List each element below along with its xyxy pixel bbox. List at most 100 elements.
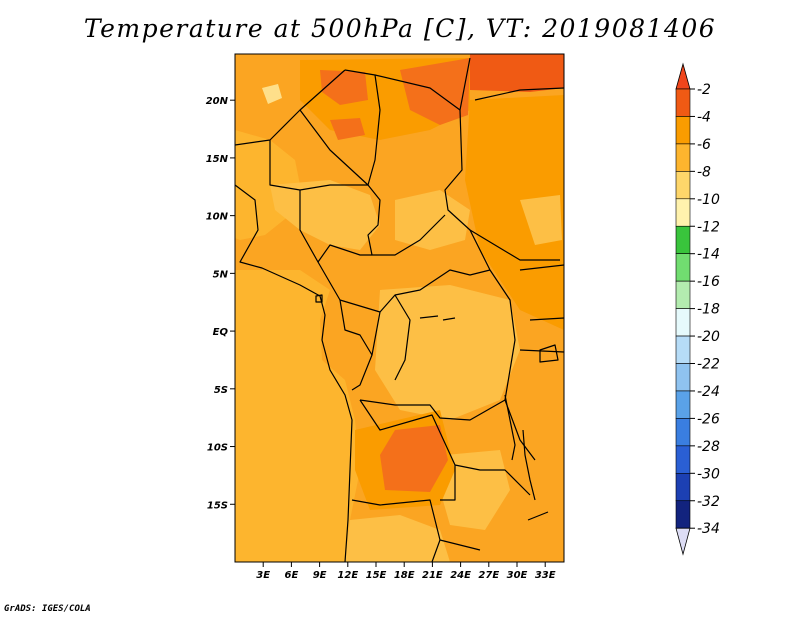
- x-tick-label: 24E: [450, 570, 471, 581]
- map-frame: [234, 53, 565, 563]
- y-tick-label: 5N: [213, 269, 229, 280]
- colorbar-label: -28: [697, 439, 720, 455]
- ocean-cool-region: [235, 270, 360, 562]
- colorbar-label: -34: [697, 521, 720, 537]
- country-borders: [235, 57, 564, 562]
- hoggar-hot-region: [320, 70, 368, 105]
- border-line: [469, 229, 560, 261]
- y-axis: 20N 15N 10N 5N EQ 5S 10S 15S: [206, 96, 235, 511]
- border-line: [504, 394, 516, 461]
- x-tick-label: 12E: [337, 570, 358, 581]
- colorbar-segment: [675, 171, 691, 200]
- y-tick-label: 15N: [206, 154, 229, 165]
- border-line: [339, 299, 373, 356]
- colorbar-bottom-triangle: [675, 527, 691, 556]
- temperature-field: [235, 54, 564, 562]
- border-line: [529, 317, 564, 321]
- east-warm-region: [465, 95, 564, 330]
- border-line: [344, 69, 381, 186]
- border-line: [522, 429, 536, 501]
- colorbar-label: -10: [697, 192, 720, 208]
- x-tick-label: 27E: [478, 570, 499, 581]
- border-line: [419, 315, 439, 319]
- x-tick-label: 3E: [256, 570, 270, 581]
- nw-hot-spot: [330, 118, 365, 140]
- sahara-coolest-spot: [262, 84, 282, 104]
- x-tick-label: 18E: [394, 570, 415, 581]
- colorbar-label: -16: [697, 274, 720, 290]
- colorbar-segment: [675, 500, 691, 529]
- colorbar-label: -6: [697, 137, 711, 153]
- border-line: [374, 57, 471, 111]
- colorbar-segment: [675, 253, 691, 282]
- border-line: [539, 344, 559, 363]
- border-line: [359, 399, 506, 421]
- colorbar-segment: [675, 143, 691, 172]
- border-line: [235, 184, 353, 562]
- colorbar-label: -22: [697, 357, 720, 373]
- colorbar-segment: [675, 445, 691, 474]
- colorbar-label: -24: [697, 384, 720, 400]
- border-line: [299, 190, 372, 263]
- colorbar-segment: [675, 116, 691, 145]
- x-tick-label: 6E: [285, 570, 299, 581]
- ethiopia-coolest-spot: [520, 195, 562, 245]
- colorbar-label: -30: [697, 466, 720, 482]
- colorbar-segment: [675, 88, 691, 117]
- colorbar-label: -32: [697, 494, 720, 510]
- sahel-cool-region-2: [395, 190, 470, 250]
- grads-credit: GrADS: IGES/COLA: [4, 604, 91, 614]
- x-tick-label: 9E: [313, 570, 327, 581]
- border-line: [431, 539, 441, 562]
- chart-title: Temperature at 500hPa [C], VT: 201908140…: [83, 14, 717, 43]
- colorbar-label: -14: [697, 247, 720, 263]
- cape-cool-region: [345, 515, 450, 562]
- x-tick-label: 33E: [535, 570, 556, 581]
- border-line: [351, 311, 381, 391]
- x-tick-label: 30E: [507, 570, 528, 581]
- colorbar-label: -20: [697, 329, 720, 345]
- y-tick-label: 20N: [206, 96, 229, 107]
- border-line: [299, 109, 369, 186]
- y-tick-label: 5S: [214, 385, 228, 396]
- y-tick-label: 15S: [207, 500, 228, 511]
- y-tick-label: 10S: [207, 443, 228, 454]
- colorbar-label: -2: [697, 82, 711, 98]
- colorbar-label: -18: [697, 302, 720, 318]
- colorbar-segment: [675, 280, 691, 309]
- border-line: [440, 465, 456, 501]
- border-line: [351, 499, 481, 551]
- border-line: [442, 317, 456, 321]
- colorbar-top-triangle: [675, 62, 691, 90]
- angola-hot-region: [380, 425, 448, 492]
- colorbar: -2 -4 -6 -8 -10 -12 -14 -16 -18 -20 -22 -24 -26 -28 -3…: [675, 62, 720, 556]
- colorbar-label: -4: [697, 109, 711, 125]
- x-tick-label: 15E: [366, 570, 387, 581]
- border-line: [235, 69, 346, 146]
- colorbar-segment: [675, 363, 691, 392]
- y-tick-label: EQ: [213, 327, 229, 338]
- colorbar-label: -26: [697, 411, 720, 427]
- border-line: [489, 269, 536, 461]
- colorbar-segment: [675, 335, 691, 364]
- colorbar-segment: [675, 198, 691, 227]
- colorbar-label: -12: [697, 219, 720, 235]
- y-tick-label: 10N: [206, 212, 229, 223]
- x-axis: 3E 6E 9E 12E 15E 18E 21E 24E 27E 30E 33E: [256, 562, 556, 581]
- sahel-cool-region: [270, 180, 380, 250]
- colorbar-label: -8: [697, 164, 711, 180]
- colorbar-segment: [675, 472, 691, 502]
- colorbar-segment: [675, 390, 691, 419]
- border-line: [394, 294, 411, 381]
- congo-cool-region: [375, 285, 520, 420]
- colorbar-segment: [675, 225, 691, 255]
- colorbar-segment: [675, 308, 691, 337]
- border-line: [527, 511, 549, 521]
- border-line: [474, 87, 564, 101]
- border-line: [444, 109, 491, 271]
- colorbar-segment: [675, 418, 691, 447]
- border-line: [315, 294, 323, 303]
- border-line: [519, 264, 564, 271]
- x-tick-label: 21E: [422, 570, 443, 581]
